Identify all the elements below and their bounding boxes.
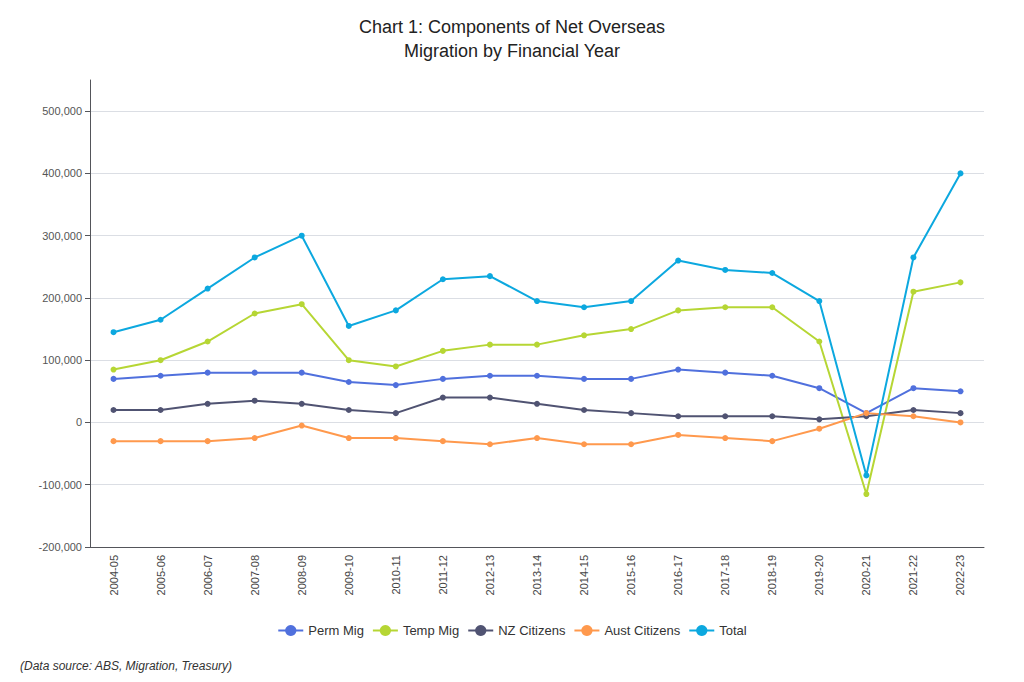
svg-text:2016-17: 2016-17 <box>672 555 684 595</box>
svg-text:200,000: 200,000 <box>42 292 82 304</box>
svg-text:Temp Mig: Temp Mig <box>403 623 459 638</box>
svg-text:2019-20: 2019-20 <box>813 555 825 595</box>
svg-text:2017-18: 2017-18 <box>719 555 731 595</box>
svg-text:2007-08: 2007-08 <box>249 555 261 595</box>
svg-text:2008-09: 2008-09 <box>296 555 308 595</box>
svg-text:400,000: 400,000 <box>42 167 82 179</box>
svg-text:2015-16: 2015-16 <box>625 555 637 595</box>
svg-text:2021-22: 2021-22 <box>907 555 919 595</box>
svg-text:2004-05: 2004-05 <box>108 555 120 595</box>
svg-text:0: 0 <box>76 416 82 428</box>
svg-text:-200,000: -200,000 <box>39 541 82 553</box>
svg-text:2013-14: 2013-14 <box>531 555 543 595</box>
svg-text:-100,000: -100,000 <box>39 479 82 491</box>
svg-text:Migration by Financial Year: Migration by Financial Year <box>404 41 620 61</box>
svg-text:2009-10: 2009-10 <box>343 555 355 595</box>
svg-text:2005-06: 2005-06 <box>155 555 167 595</box>
svg-text:Perm Mig: Perm Mig <box>308 623 364 638</box>
svg-text:2014-15: 2014-15 <box>578 555 590 595</box>
svg-text:NZ Citizens: NZ Citizens <box>498 623 566 638</box>
svg-text:2022-23: 2022-23 <box>954 555 966 595</box>
svg-text:500,000: 500,000 <box>42 105 82 117</box>
svg-text:Chart 1: Components of Net Ove: Chart 1: Components of Net Overseas <box>359 17 665 37</box>
svg-text:Total: Total <box>719 623 747 638</box>
svg-text:2011-12: 2011-12 <box>437 555 449 595</box>
svg-text:Aust Citizens: Aust Citizens <box>604 623 680 638</box>
svg-text:2010-11: 2010-11 <box>390 555 402 595</box>
svg-text:2018-19: 2018-19 <box>766 555 778 595</box>
svg-text:100,000: 100,000 <box>42 354 82 366</box>
svg-text:2006-07: 2006-07 <box>202 555 214 595</box>
svg-text:(Data source: ABS, Migration,: (Data source: ABS, Migration, Treasury) <box>20 659 232 673</box>
svg-text:2012-13: 2012-13 <box>484 555 496 595</box>
svg-text:2020-21: 2020-21 <box>860 555 872 595</box>
svg-text:300,000: 300,000 <box>42 230 82 242</box>
